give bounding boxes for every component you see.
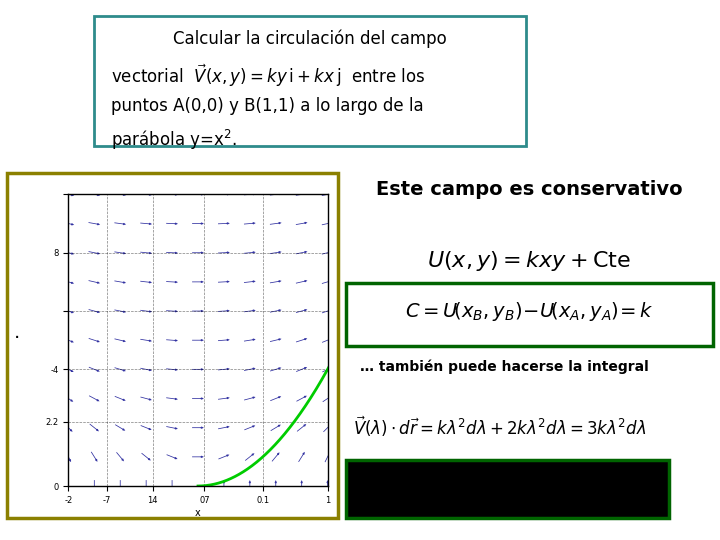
Text: $\vec{V}(\lambda)\cdot d\vec{r}=k\lambda^2 d\lambda+2k\lambda^2 d\lambda=3k\lamb: $\vec{V}(\lambda)\cdot d\vec{r}=k\lambda… bbox=[353, 415, 647, 439]
Text: Este campo es conservativo: Este campo es conservativo bbox=[376, 180, 683, 199]
FancyBboxPatch shape bbox=[346, 460, 669, 518]
Text: parábola y=x$^2$.: parábola y=x$^2$. bbox=[111, 127, 237, 152]
Text: Calcular la circulación del campo: Calcular la circulación del campo bbox=[173, 29, 446, 48]
Text: … también puede hacerse la integral: … también puede hacerse la integral bbox=[360, 360, 649, 374]
FancyBboxPatch shape bbox=[7, 173, 338, 518]
Text: puntos A(0,0) y B(1,1) a lo largo de la: puntos A(0,0) y B(1,1) a lo largo de la bbox=[111, 97, 423, 114]
FancyBboxPatch shape bbox=[346, 284, 713, 346]
Text: $U\left(x,y\right)=kxy+\mathrm{Cte}$: $U\left(x,y\right)=kxy+\mathrm{Cte}$ bbox=[427, 249, 631, 273]
Text: $C=U\!\left(x_B,y_B\right)\!-\!U\!\left(x_A,y_A\right)\!=k$: $C=U\!\left(x_B,y_B\right)\!-\!U\!\left(… bbox=[405, 300, 653, 323]
Text: vectorial  $\vec{V}(x,y)=ky\,\mathrm{i}+kx\,\mathrm{j}$  entre los: vectorial $\vec{V}(x,y)=ky\,\mathrm{i}+k… bbox=[111, 63, 426, 89]
X-axis label: x: x bbox=[195, 508, 201, 517]
FancyBboxPatch shape bbox=[94, 16, 526, 146]
Text: ·: · bbox=[14, 329, 20, 348]
